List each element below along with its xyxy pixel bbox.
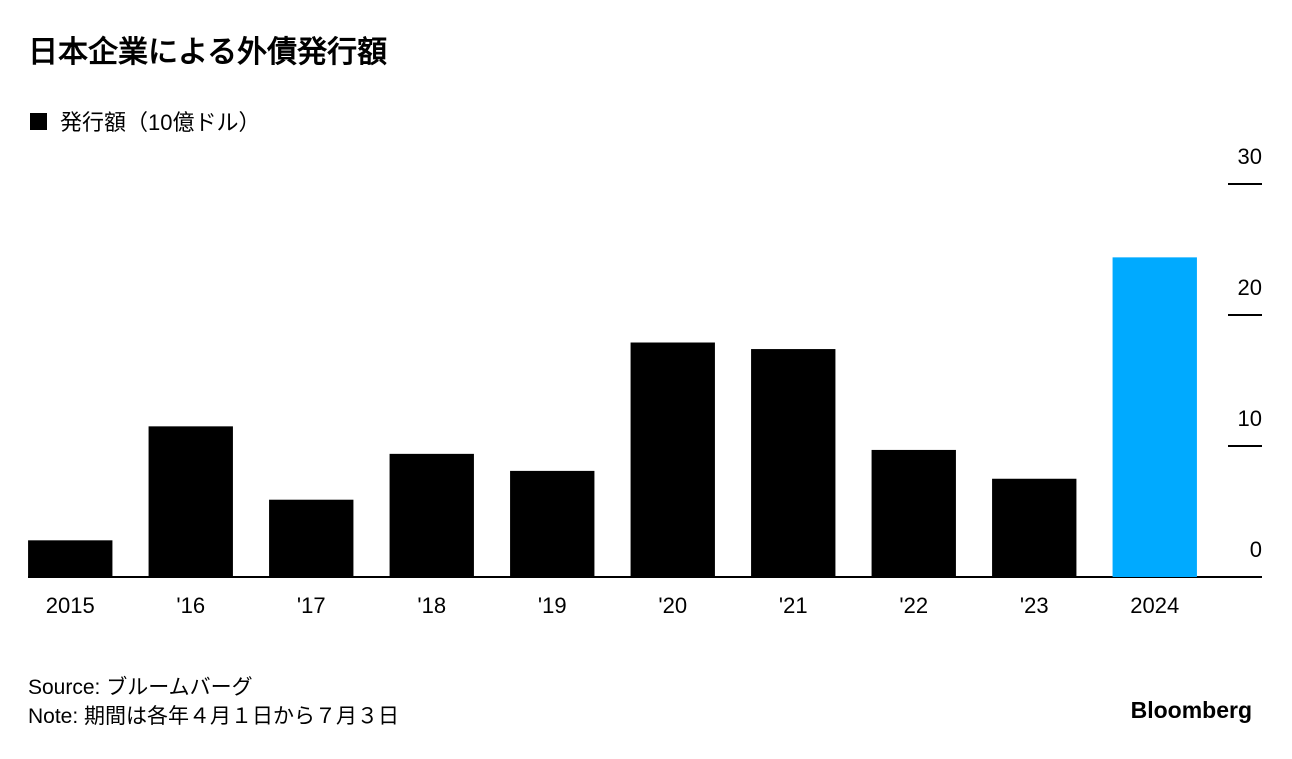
- bar: [751, 349, 836, 577]
- bar: [28, 540, 113, 577]
- x-tick-label: '20: [658, 593, 687, 618]
- y-tick-label: 10: [1238, 406, 1262, 431]
- x-tick-label: '19: [538, 593, 567, 618]
- legend-label: 発行額（10億ドル）: [60, 110, 260, 135]
- bar: [630, 342, 715, 577]
- bar: [389, 453, 474, 577]
- bar: [510, 470, 595, 577]
- bar: [871, 449, 956, 577]
- bar: [148, 426, 233, 577]
- bar: [269, 499, 354, 577]
- y-tick-label: 0: [1250, 537, 1262, 562]
- bar: [1112, 257, 1197, 577]
- x-tick-label: '23: [1020, 593, 1049, 618]
- bar: [992, 478, 1077, 577]
- y-tick-label: 30: [1238, 144, 1262, 169]
- y-tick-label: 20: [1238, 275, 1262, 300]
- x-tick-label: '18: [417, 593, 446, 618]
- note: Note: 期間は各年４月１日から７月３日: [28, 705, 399, 728]
- legend-swatch: [30, 113, 47, 130]
- x-tick-label: '21: [779, 593, 808, 618]
- x-tick-label: '16: [176, 593, 205, 618]
- brand: Bloomberg: [1131, 697, 1252, 723]
- x-tick-label: 2015: [46, 593, 95, 618]
- x-tick-label: '22: [899, 593, 928, 618]
- x-tick-label: '17: [297, 593, 326, 618]
- x-tick-label: 2024: [1130, 593, 1179, 618]
- source: Source: ブルームバーグ: [28, 676, 253, 699]
- chart-title: 日本企業による外債発行額: [28, 35, 387, 69]
